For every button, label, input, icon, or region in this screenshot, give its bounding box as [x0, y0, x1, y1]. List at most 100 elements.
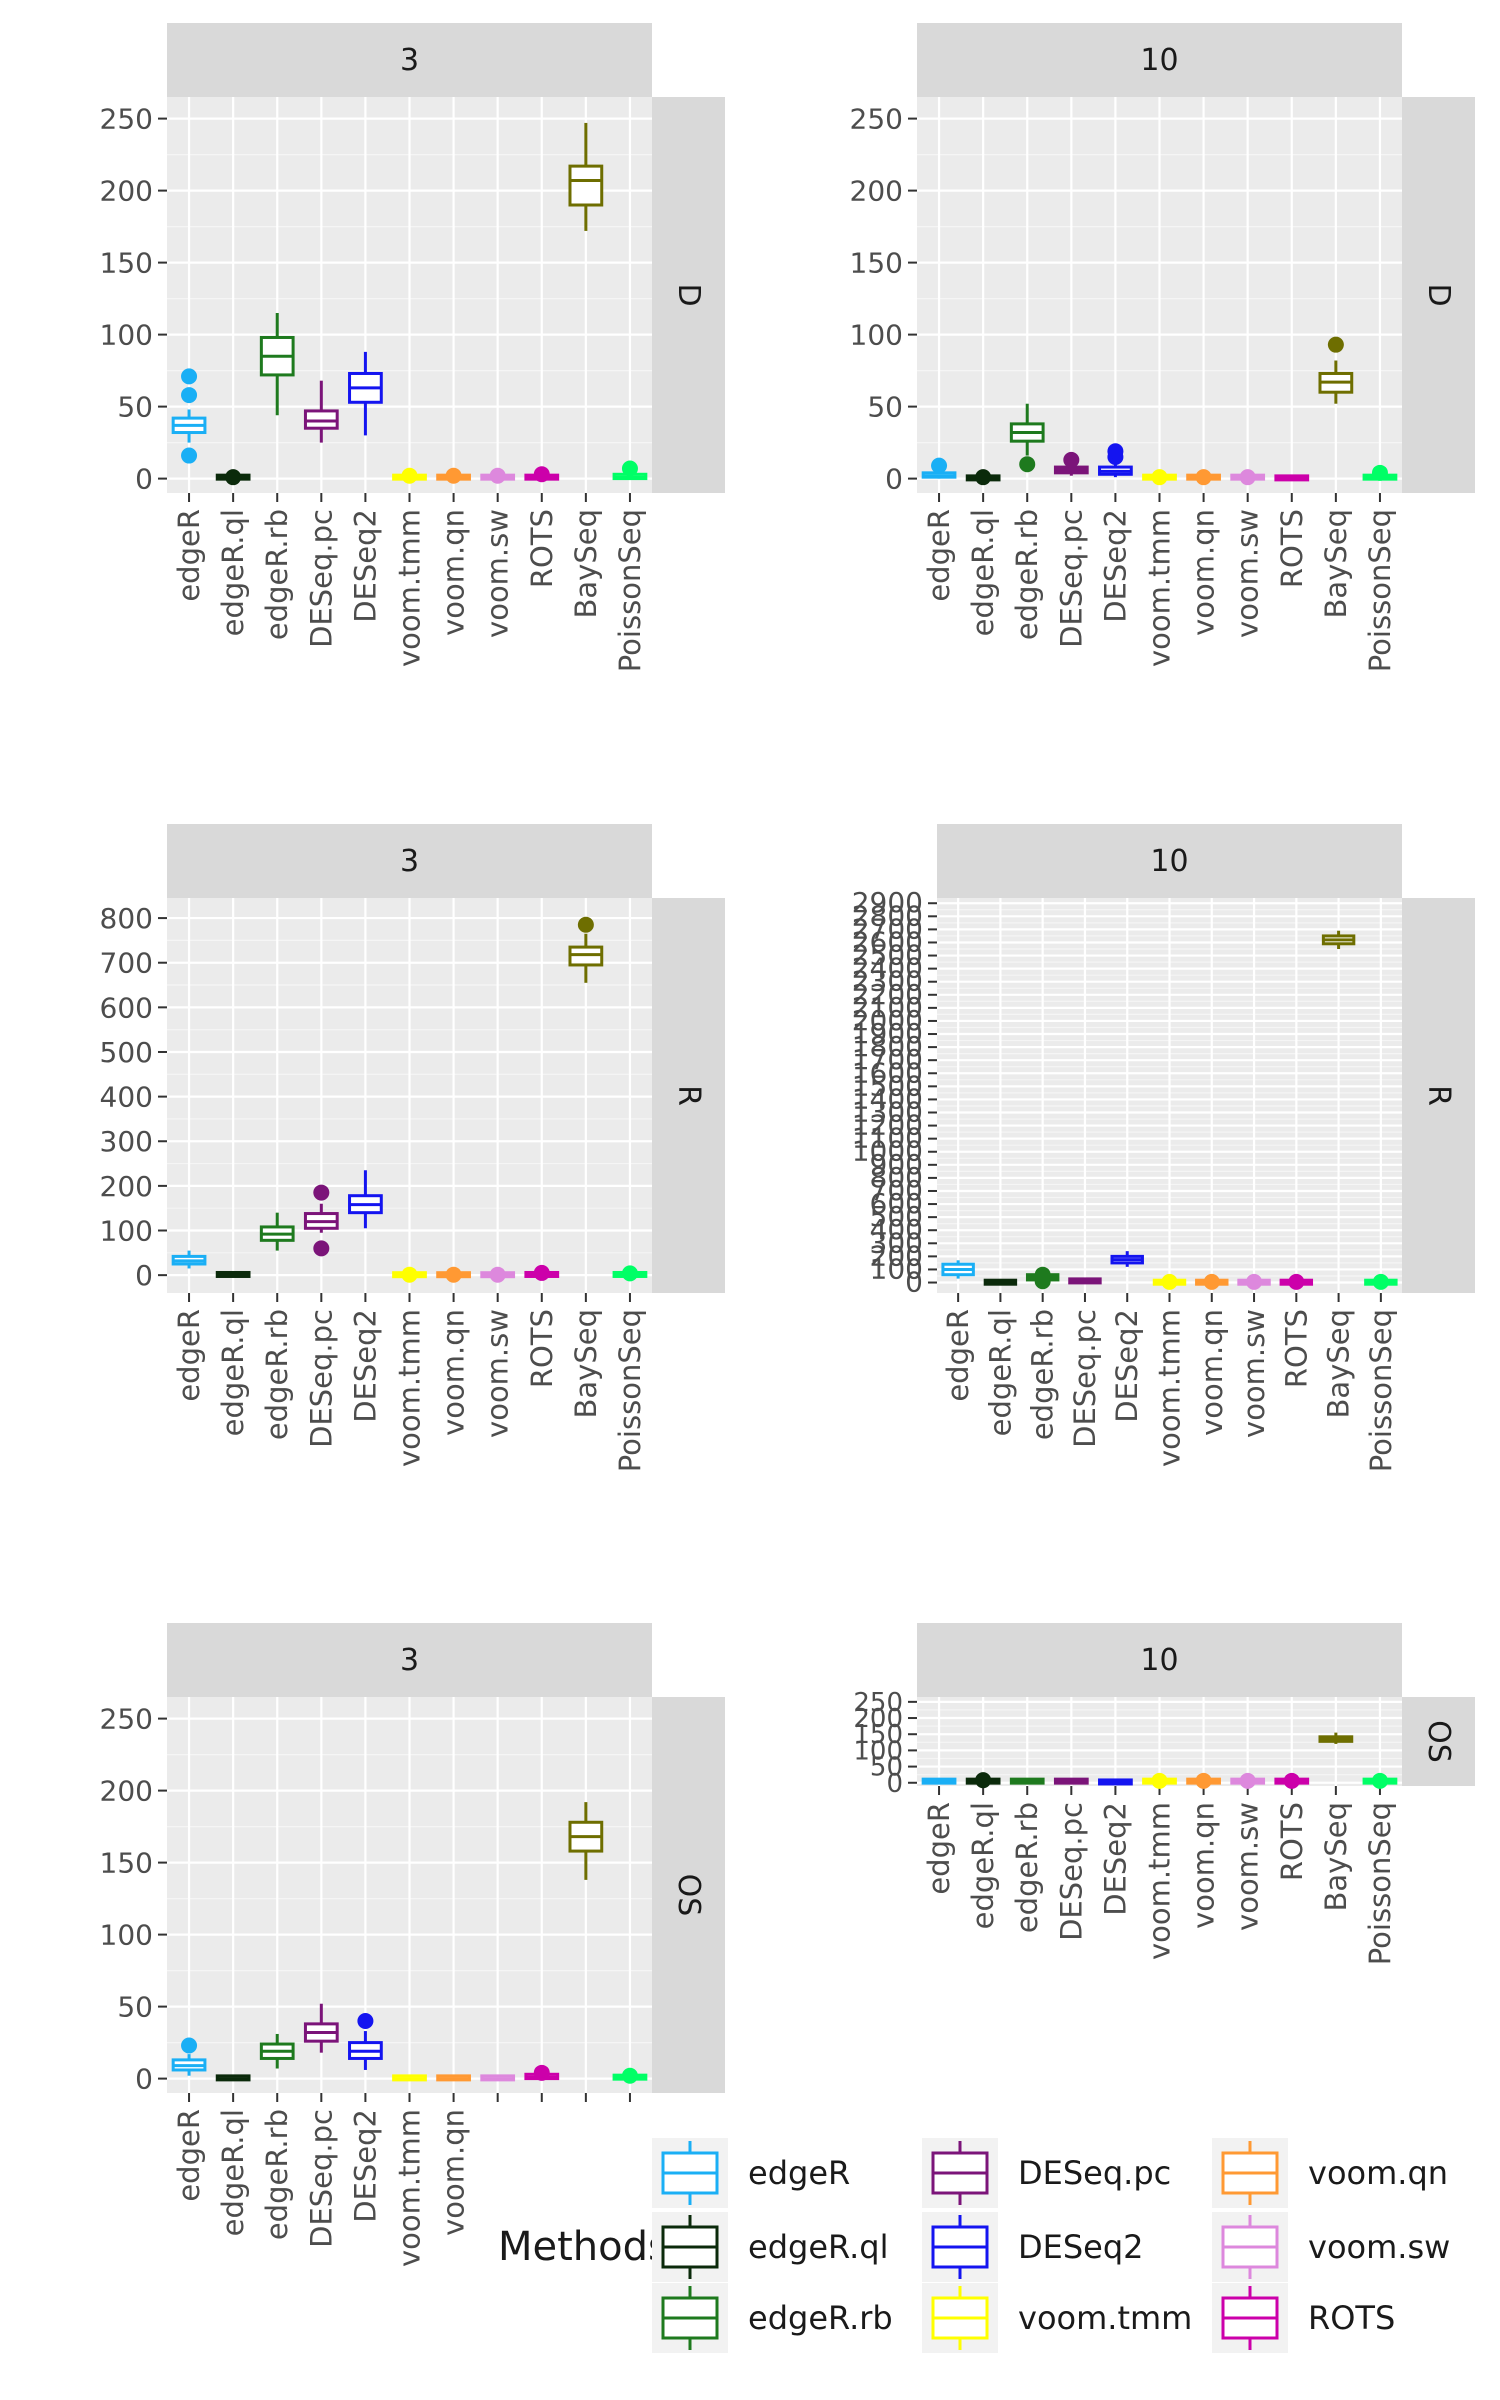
x-tick-label: edgeR: [922, 509, 956, 602]
x-tick-label: PoissonSeq: [1363, 1802, 1397, 1965]
x-tick-label: edgeR: [172, 2109, 206, 2202]
panel-D-3: 3 D 0 50 100 150 200 250 edgeR edgeR.ql edgeR.rb DE…: [100, 23, 725, 672]
box-DESeq.pc: [1068, 1277, 1102, 1285]
box-voom.tmm: [1152, 1273, 1187, 1290]
y-tick-label: 400: [100, 1081, 153, 1114]
x-tick-label: ROTS: [525, 1309, 559, 1388]
x-tick-label: DESeq.pc: [1054, 509, 1088, 648]
outlier-point: [931, 457, 948, 474]
x-tick-label: BaySeq: [1322, 1309, 1356, 1419]
y-tick-label: 500: [870, 1200, 923, 1233]
box-edgeR.rb: [259, 2033, 295, 2069]
y-tick-label: 800: [870, 1161, 923, 1194]
y-tick-label: 1200: [852, 1109, 923, 1142]
box-ROTS: [524, 2064, 560, 2081]
legend-label: DESeq2: [1018, 2228, 1144, 2266]
y-tick-label: 150: [850, 247, 903, 280]
outlier-point: [1239, 469, 1256, 486]
x-tick-label: edgeR.ql: [216, 2109, 250, 2236]
outlier-point: [621, 1265, 638, 1282]
box-PoissonSeq: [1364, 1273, 1398, 1290]
x-tick-label: DESeq.pc: [1068, 1309, 1102, 1448]
x-tick-label: DESeq.pc: [1054, 1802, 1088, 1941]
box-DESeq2: [1098, 443, 1133, 478]
y-tick-label: 600: [870, 1187, 923, 1220]
box-DESeq.pc: [1053, 1777, 1089, 1785]
col-strip: [917, 1623, 1402, 1697]
box-edgeR.ql: [965, 469, 1001, 486]
y-tick-label: 150: [853, 1720, 903, 1750]
y-tick-label: 100: [100, 319, 153, 352]
box-voom.tmm: [392, 1266, 427, 1283]
box-DESeq2: [348, 1170, 383, 1229]
box-BaySeq: [1318, 1732, 1354, 1744]
col-strip: [167, 1623, 652, 1697]
col-strip: [167, 824, 652, 898]
col-strip-label: 10: [1150, 844, 1188, 879]
outlier-point: [577, 916, 594, 933]
outlier-point: [445, 467, 462, 484]
x-tick-label: voom.sw: [1237, 1309, 1271, 1438]
outlier-point: [181, 447, 198, 464]
y-tick-label: 400: [870, 1213, 923, 1246]
outlier-point: [621, 2067, 638, 2084]
x-tick-label: DESeq2: [1098, 1802, 1132, 1916]
y-tick-label: 200: [100, 1170, 153, 1203]
box-iqr: [568, 164, 604, 207]
box-DESeq.pc: [303, 380, 339, 443]
box-edgeR.ql: [215, 1270, 251, 1278]
y-tick-label: 1100: [852, 1122, 923, 1155]
outlier-point: [181, 368, 198, 385]
outlier-point: [181, 2037, 198, 2054]
row-strip-label: R: [1421, 1085, 1456, 1106]
outlier-point: [489, 467, 506, 484]
x-tick-label: DESeq2: [1110, 1309, 1144, 1423]
legend-label: edgeR.rb: [748, 2299, 893, 2337]
outlier-point: [401, 467, 418, 484]
y-tick-label: 300: [100, 1125, 153, 1158]
box-BaySeq: [568, 916, 604, 983]
col-strip-label: 3: [400, 1643, 419, 1678]
outlier-point: [489, 1266, 506, 1283]
y-tick-label: 100: [100, 1215, 153, 1248]
outlier-point: [1288, 1273, 1305, 1290]
outlier-point: [225, 469, 242, 486]
y-tick-label: 2200: [852, 978, 923, 1011]
box-PoissonSeq: [1362, 464, 1398, 481]
x-tick-label: DESeq2: [348, 1309, 382, 1423]
x-tick-label: edgeR.ql: [983, 1309, 1017, 1436]
y-tick-label: 200: [100, 175, 153, 208]
x-tick-label: DESeq.pc: [304, 1309, 338, 1448]
box-voom.sw: [1230, 469, 1266, 486]
outlier-point: [181, 387, 198, 404]
col-strip-label: 3: [400, 43, 419, 78]
x-tick-label: voom.qn: [1187, 1802, 1221, 1929]
box-voom.sw: [480, 1266, 516, 1283]
outlier-point: [313, 1240, 330, 1257]
y-tick-label: 250: [100, 103, 153, 136]
legend-item-ROTS: ROTS: [1212, 2283, 1395, 2353]
y-tick-label: 100: [853, 1736, 903, 1766]
x-tick-label: voom.tmm: [393, 2109, 427, 2267]
x-tick-label: voom.sw: [1231, 1802, 1265, 1931]
col-strip-label: 10: [1140, 1643, 1178, 1678]
box-DESeq2: [1110, 1251, 1144, 1267]
legend-item-edgeR: edgeR: [652, 2138, 850, 2208]
y-tick-label: 1000: [852, 1135, 923, 1168]
box-ROTS: [1279, 1273, 1314, 1290]
y-tick-label: 250: [853, 1688, 903, 1718]
outlier-point: [445, 1266, 462, 1283]
y-tick-label: 2300: [852, 965, 923, 998]
legend-label: voom.sw: [1308, 2228, 1450, 2266]
x-tick-label: BaySeq: [1319, 509, 1353, 619]
y-tick-label: 50: [870, 1753, 903, 1783]
box-BaySeq: [1318, 336, 1354, 404]
x-tick-label: edgeR.rb: [260, 509, 294, 640]
y-tick-label: 1500: [852, 1069, 923, 1102]
x-tick-label: BaySeq: [569, 509, 603, 619]
x-tick-label: voom.qn: [437, 509, 471, 636]
y-tick-label: 200: [100, 1775, 153, 1808]
box-edgeR: [171, 2037, 207, 2076]
x-tick-label: voom.sw: [1231, 509, 1265, 638]
box-DESeq.pc: [303, 2003, 339, 2053]
